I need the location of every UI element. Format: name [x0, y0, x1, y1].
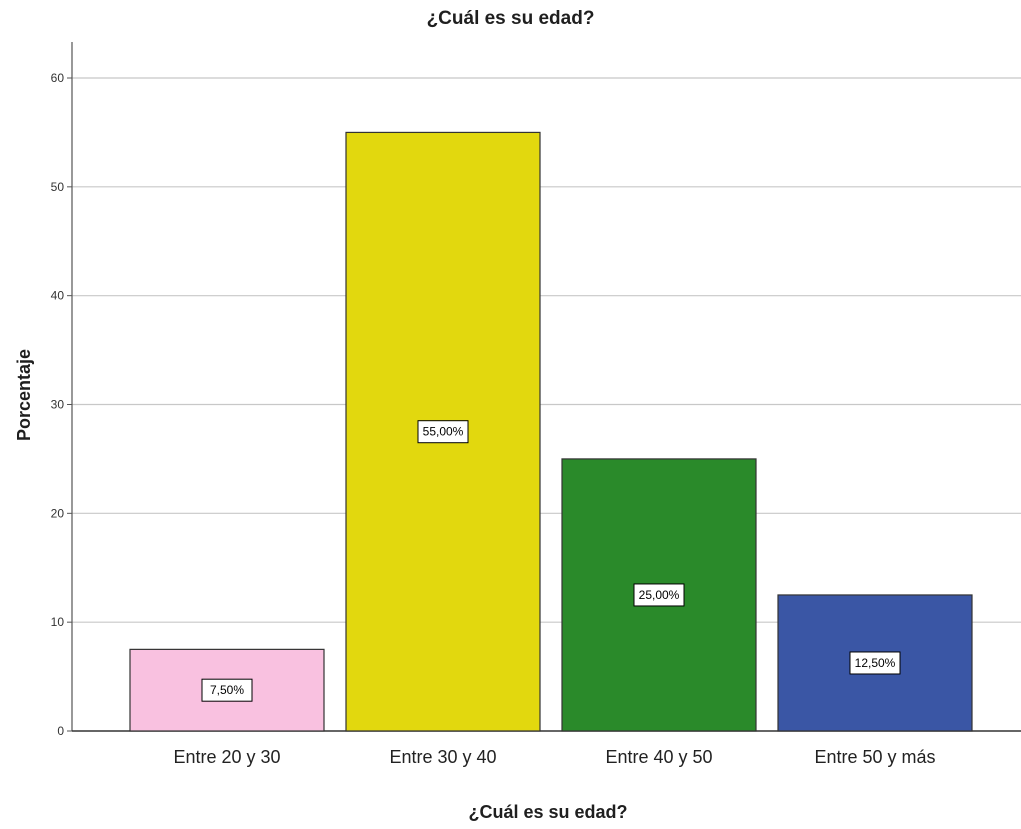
- data-label: 55,00%: [423, 425, 464, 439]
- gridlines: [72, 77, 1021, 623]
- tick-labels: 0 10 20 30 40 50 60 Entre 20 y 30 Entre 30 y 40 E…: [51, 71, 936, 767]
- data-label-box: [849, 651, 901, 675]
- y-axis-title: Porcentaje: [14, 349, 34, 441]
- data-label: 12,50%: [855, 656, 896, 670]
- chart-title: ¿Cuál es su edad?: [426, 8, 595, 29]
- x-tick-label: Entre 40 y 50: [605, 747, 712, 767]
- y-tick-label: 10: [51, 615, 65, 629]
- data-label: 25,00%: [639, 588, 680, 602]
- data-label-box: [417, 420, 469, 444]
- x-axis-title: ¿Cuál es su edad?: [468, 802, 627, 822]
- y-tick-label: 30: [51, 398, 65, 412]
- data-label: 7,50%: [210, 683, 244, 697]
- data-label-box: [633, 583, 685, 607]
- y-tick-label: 40: [51, 289, 65, 303]
- data-label-box: [201, 678, 253, 702]
- x-tick-label: Entre 20 y 30: [173, 747, 280, 767]
- bars: [129, 131, 973, 732]
- y-tick-label: 20: [51, 506, 65, 520]
- y-tick-label: 0: [57, 724, 64, 738]
- y-tick-label: 60: [51, 71, 65, 85]
- x-tick-label: Entre 50 y más: [814, 747, 935, 767]
- data-labels: 7,50% 55,00% 25,00% 12,50%: [201, 420, 901, 702]
- y-tick-label: 50: [51, 180, 65, 194]
- x-tick-label: Entre 30 y 40: [389, 747, 496, 767]
